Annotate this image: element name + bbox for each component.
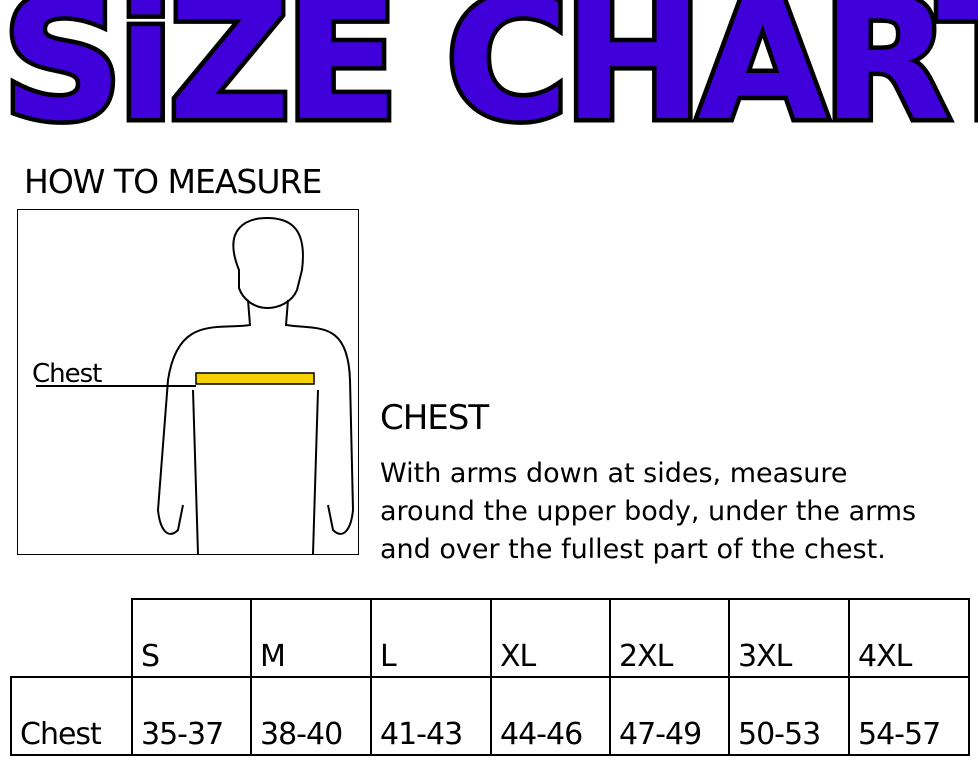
body-outline-illustration: Chest — [32, 216, 355, 555]
measurement-figure: Chest — [17, 209, 359, 555]
size-chart-title-logo: SiZE CHART — [0, 0, 978, 146]
how-to-measure-heading: HOW TO MEASURE — [24, 162, 322, 201]
chest-description: With arms down at sides, measure around … — [380, 455, 978, 569]
chest-heading: CHEST — [380, 398, 489, 438]
chest-value: 44-46 — [490, 676, 611, 756]
chest-value: 38-40 — [250, 676, 372, 756]
title-text: SiZE CHART — [2, 0, 978, 146]
row-label: Chest — [10, 676, 133, 756]
chest-row: Chest 35-37 38-40 41-43 44-46 47-49 50-5… — [10, 676, 970, 756]
size-header: L — [370, 598, 492, 678]
size-header: S — [131, 598, 252, 678]
size-header: XL — [490, 598, 611, 678]
description-line: With arms down at sides, measure — [380, 458, 848, 489]
size-header: M — [250, 598, 372, 678]
size-header-row: S M L XL 2XL 3XL 4XL — [11, 598, 970, 678]
description-line: around the upper body, under the arms — [380, 496, 917, 527]
chest-value: 41-43 — [370, 676, 492, 756]
chest-value: 54-57 — [848, 676, 970, 756]
chest-value: 50-53 — [728, 676, 850, 756]
size-header: 3XL — [728, 598, 850, 678]
chest-value: 47-49 — [609, 676, 730, 756]
size-header: 2XL — [609, 598, 730, 678]
chest-value: 35-37 — [131, 676, 252, 756]
measuring-tape — [195, 372, 315, 385]
description-line: and over the fullest part of the chest. — [380, 534, 886, 565]
size-header: 4XL — [848, 598, 970, 678]
chest-figure-label: Chest — [32, 359, 102, 389]
size-table: S M L XL 2XL 3XL 4XL Chest 35-37 38-40 4… — [10, 598, 970, 756]
